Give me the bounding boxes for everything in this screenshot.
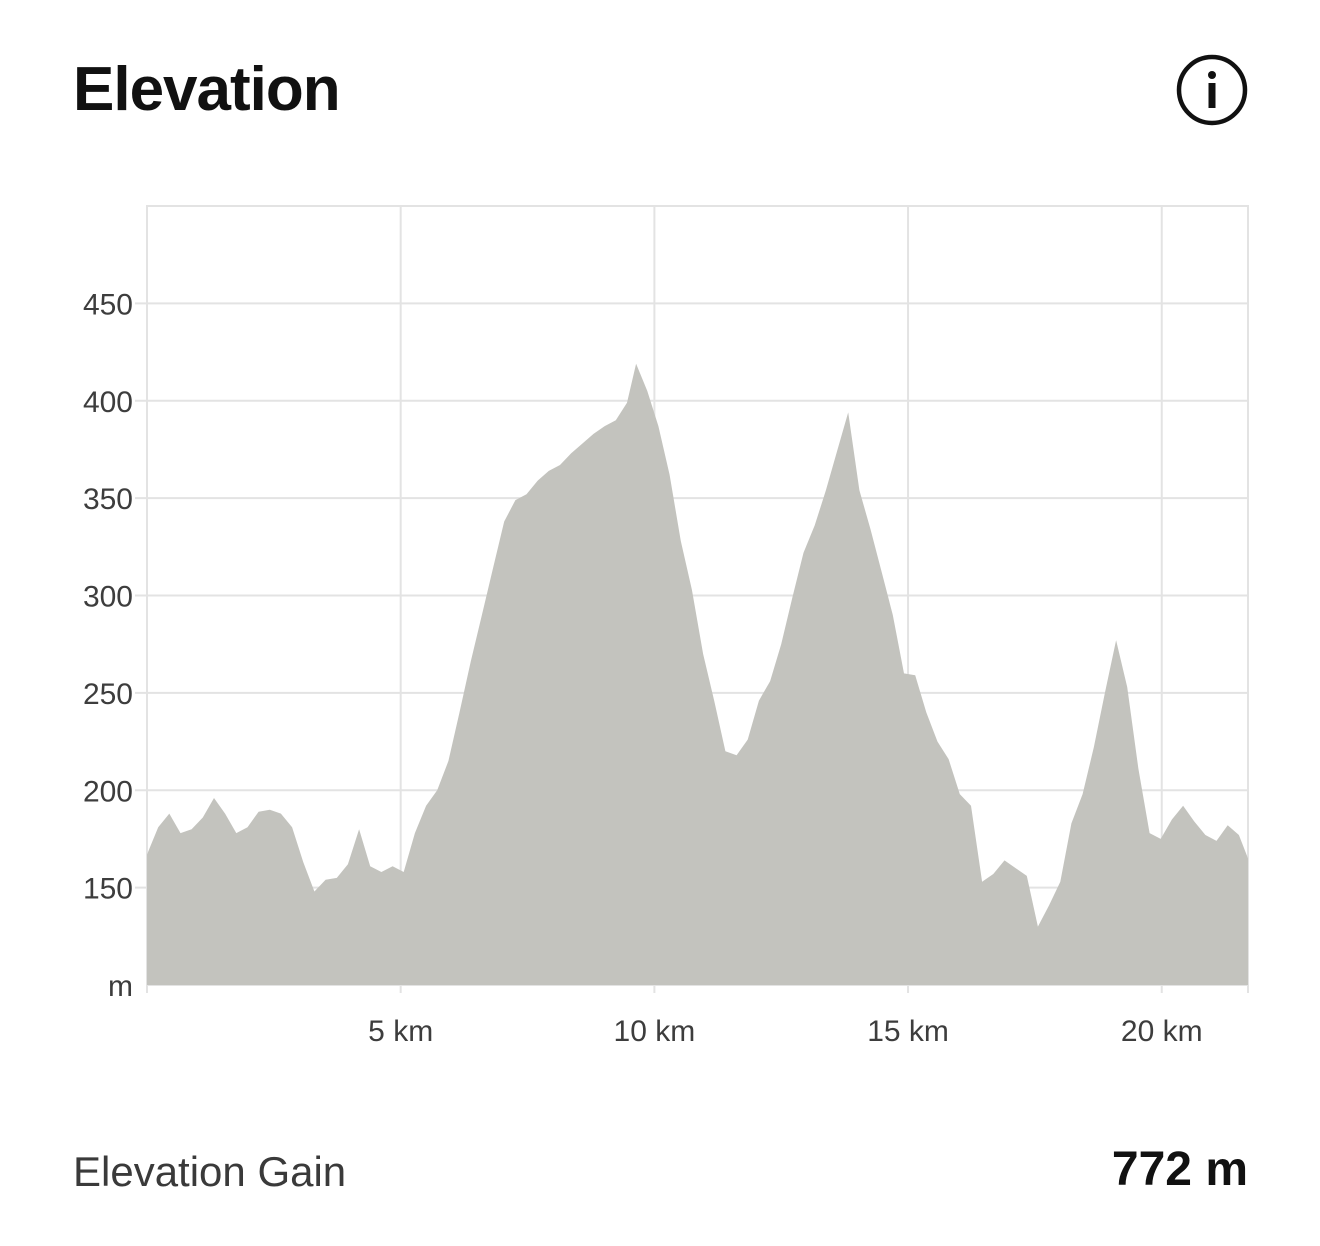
x-tick-label: 10 km: [614, 1015, 696, 1048]
elevation-gain-label: Elevation Gain: [73, 1148, 347, 1195]
y-axis-ticks: 450 400 350 300 250 200 150 m: [83, 288, 133, 1003]
y-tick-label: 150: [83, 873, 133, 906]
y-tick-label: 300: [83, 581, 133, 614]
y-tick-label: 450: [83, 288, 133, 321]
x-tick-label: 5 km: [368, 1015, 433, 1048]
x-tick-label: 15 km: [867, 1015, 949, 1048]
info-button[interactable]: [1176, 54, 1248, 126]
y-tick-label: 250: [83, 678, 133, 711]
elevation-gain-value: 772 m: [1111, 1143, 1248, 1196]
y-tick-label: 350: [83, 483, 133, 516]
elevation-area: [147, 363, 1248, 985]
info-icon: [1176, 54, 1248, 126]
y-tick-label: 200: [83, 775, 133, 808]
y-tick-label: m: [108, 970, 133, 1003]
x-tick-label: 20 km: [1121, 1015, 1203, 1048]
page-title: Elevation: [73, 55, 341, 124]
elevation-area-path: [147, 363, 1248, 985]
x-axis-ticks: 5 km 10 km 15 km 20 km: [368, 1015, 1202, 1048]
y-tick-label: 400: [83, 386, 133, 419]
